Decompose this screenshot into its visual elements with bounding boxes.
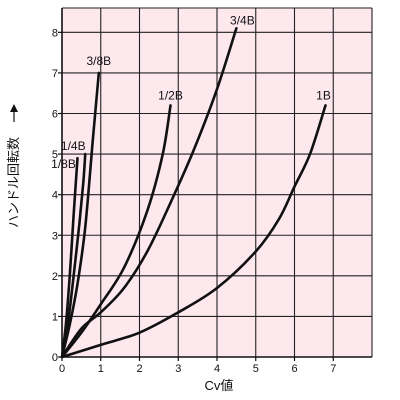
curve-3-8b bbox=[60, 71, 101, 359]
series-curves bbox=[60, 26, 327, 359]
x-tick-label: 2 bbox=[136, 363, 142, 375]
x-tick-label: 3 bbox=[175, 363, 181, 375]
series-label-3-8b: 3/8B bbox=[86, 54, 111, 68]
series-label-1b: 1B bbox=[316, 88, 331, 102]
series-labels: 1/8B 1/4B 3/8B 1/2B 3/4B 1B bbox=[51, 13, 331, 171]
curve-1-8b bbox=[60, 156, 79, 359]
y-tick-label: 2 bbox=[52, 271, 58, 283]
curve-1-4b bbox=[60, 152, 87, 359]
series-label-1-8b: 1/8B bbox=[51, 157, 76, 171]
series-label-3-4b: 3/4B bbox=[230, 13, 255, 27]
y-tick-label: 1 bbox=[52, 311, 58, 323]
x-axis-title: Cv値 bbox=[205, 378, 234, 393]
curve-3-4b bbox=[60, 26, 238, 359]
x-tick-label: 6 bbox=[291, 363, 297, 375]
grid bbox=[62, 7, 373, 357]
series-label-1-2b: 1/2B bbox=[158, 88, 183, 102]
y-axis-arrow-head bbox=[10, 104, 18, 112]
y-axis-title: ハンドル回転数 bbox=[6, 137, 21, 228]
x-tick-label: 4 bbox=[214, 363, 220, 375]
y-tick-label: 3 bbox=[52, 230, 58, 242]
series-label-1-4b: 1/4B bbox=[61, 139, 86, 153]
x-tick-label: 7 bbox=[330, 363, 336, 375]
curve-1-2b bbox=[60, 104, 172, 359]
y-tick-label: 8 bbox=[52, 27, 58, 39]
curve-1b bbox=[60, 104, 327, 359]
y-tick-label: 0 bbox=[52, 352, 58, 364]
y-tick-label: 5 bbox=[52, 149, 58, 161]
y-tick-label: 6 bbox=[52, 109, 58, 121]
tick-labels: 0 1 2 3 4 5 6 7 0 1 2 3 4 5 6 7 8 bbox=[52, 27, 336, 375]
x-tick-label: 5 bbox=[253, 363, 259, 375]
x-tick-label: 0 bbox=[59, 363, 65, 375]
y-axis-title-group: ハンドル回転数 bbox=[6, 104, 21, 228]
y-tick-label: 4 bbox=[52, 190, 58, 202]
y-tick-label: 7 bbox=[52, 68, 58, 80]
x-tick-label: 1 bbox=[98, 363, 104, 375]
